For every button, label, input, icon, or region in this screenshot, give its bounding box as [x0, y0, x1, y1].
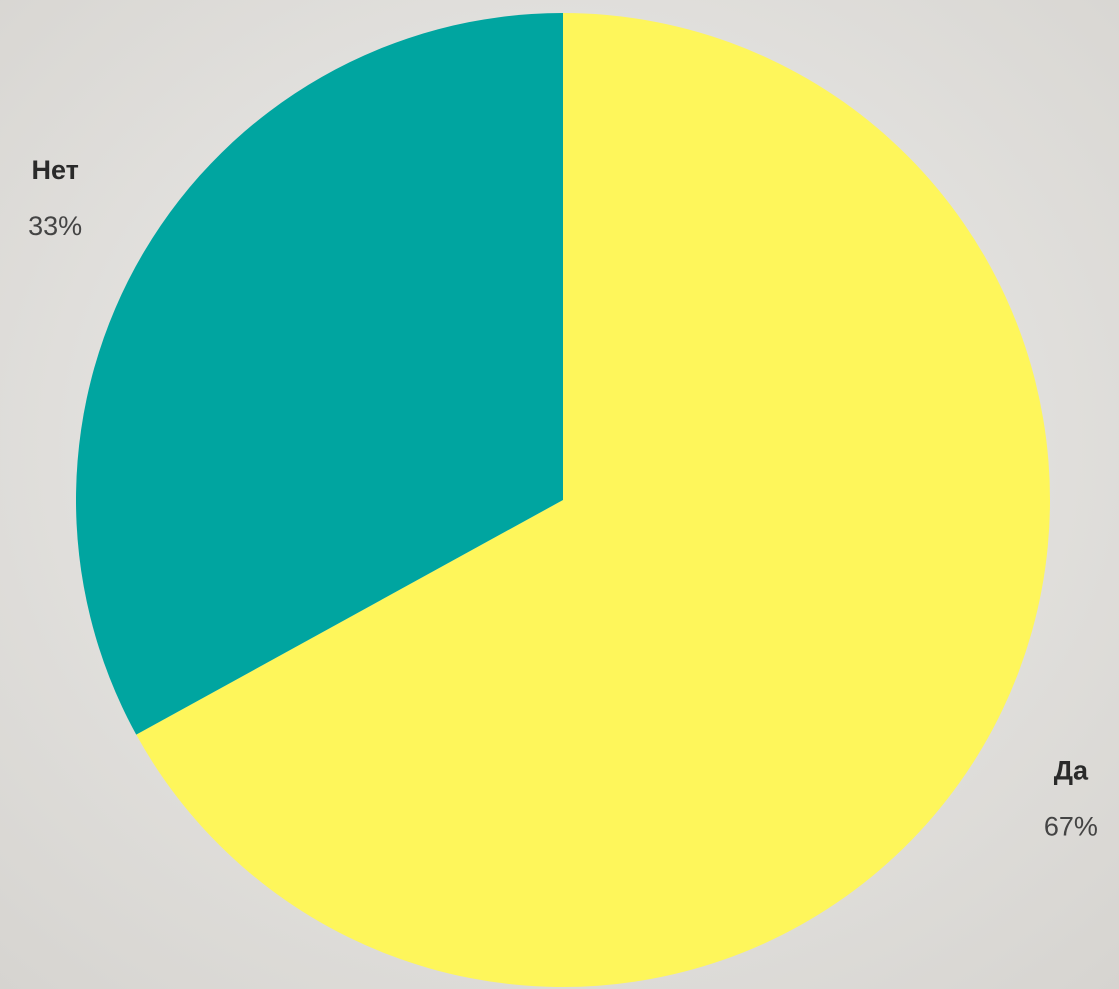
slice-label: Нет: [31, 155, 78, 185]
pie: [76, 13, 1050, 987]
labels: Да 67% Нет 33%: [28, 155, 1098, 842]
value-label: 67%: [1044, 811, 1098, 841]
pie-slice: [136, 13, 1050, 987]
slice-label: Да: [1054, 755, 1089, 785]
value-label: 33%: [28, 211, 82, 241]
pie-slice: [76, 13, 564, 735]
